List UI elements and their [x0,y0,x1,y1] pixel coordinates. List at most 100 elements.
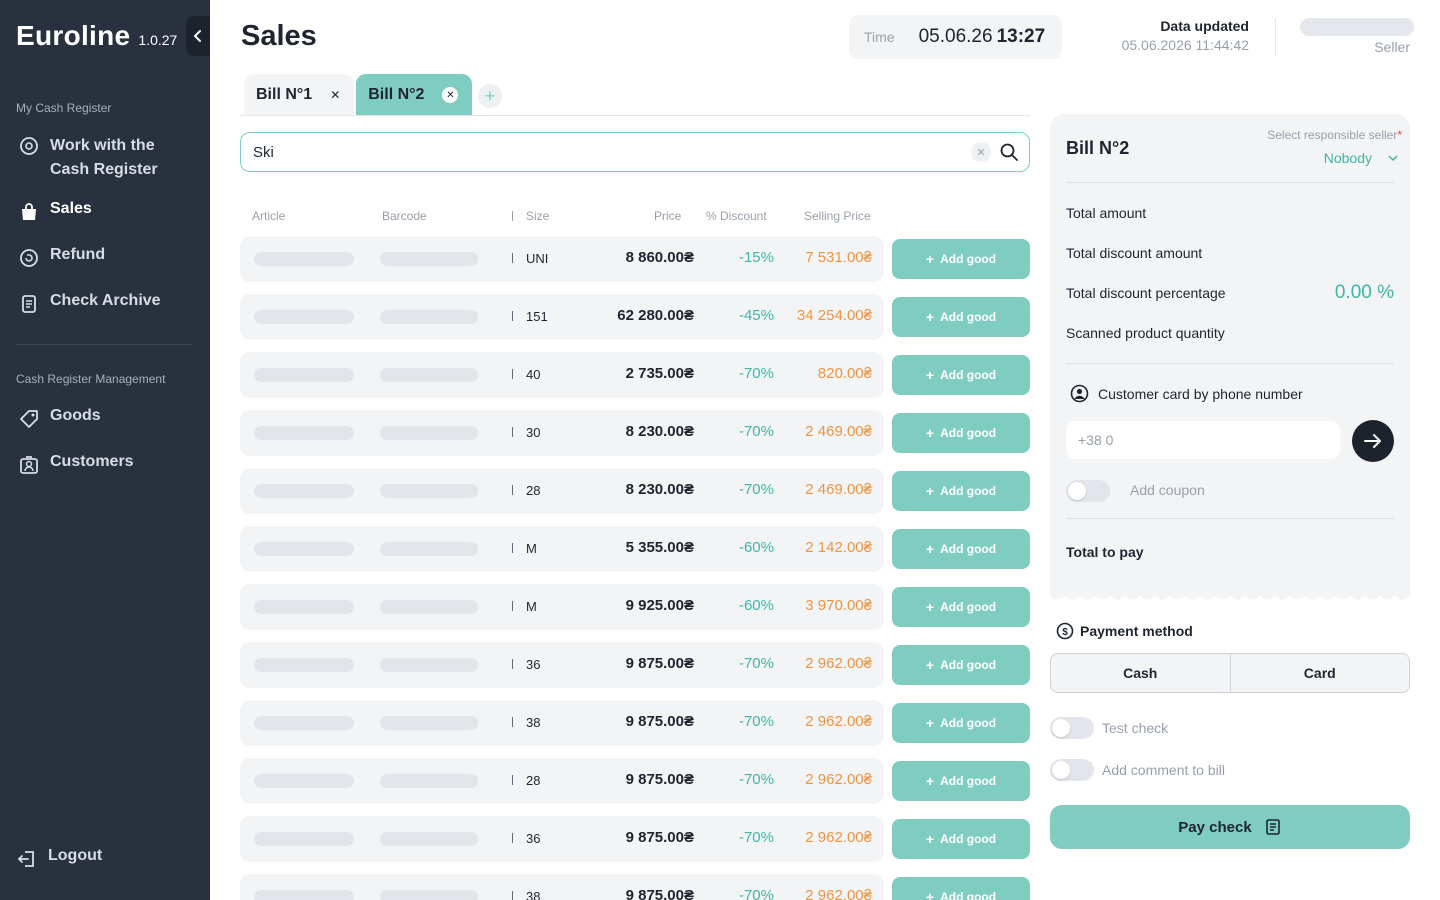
add-good-button[interactable]: + Add good [892,877,1030,900]
add-good-button[interactable]: + Add good [892,413,1030,453]
time-display: Time 05.06.26 13:27 [849,15,1062,59]
sidebar-item-sales[interactable]: Sales [18,200,92,223]
panel-divider [1066,518,1394,519]
price-cell: 8 860.00₴ [625,249,694,266]
add-tab-button[interactable]: + [478,84,502,108]
add-good-button[interactable]: + Add good [892,239,1030,279]
column-header-discount: % Discount [706,209,767,223]
add-good-button[interactable]: + Add good [892,529,1030,569]
plus-icon: + [925,831,935,847]
add-good-button[interactable]: + Add good [892,355,1030,395]
plus-icon: + [484,85,496,106]
customers-icon [20,456,38,474]
selling-price-cell: 2 962.00₴ [805,655,872,672]
add-good-button[interactable]: + Add good [892,645,1030,685]
sidebar-item-label: Customers [50,453,134,470]
add-good-button[interactable]: + Add good [892,587,1030,627]
column-separator [512,775,513,785]
plus-icon: + [925,599,935,615]
selling-price-cell: 2 962.00₴ [805,829,872,846]
close-icon: ✕ [976,146,986,159]
clear-search-button[interactable]: ✕ [971,142,991,162]
article-redacted [254,890,354,900]
price-cell: 9 875.00₴ [625,771,694,788]
add-good-label: Add good [940,774,997,788]
user-circle-icon [1070,384,1089,403]
discount-cell: -70% [738,771,774,788]
size-cell: 151 [526,309,548,324]
barcode-redacted [380,484,478,498]
add-good-label: Add good [940,310,997,324]
total-discount-percentage-label: Total discount percentage [1066,285,1226,301]
search-input[interactable] [253,143,953,161]
time-label: Time [864,29,895,45]
table-row: UNI 8 860.00₴ -15% 7 531.00₴ [240,236,884,282]
selling-price-cell: 2 469.00₴ [805,481,872,498]
selling-price-cell: 3 970.00₴ [805,597,872,614]
column-separator [512,253,513,263]
column-header-article: Article [252,209,286,223]
column-separator [512,717,513,727]
add-comment-toggle[interactable] [1050,759,1094,781]
phone-input[interactable] [1078,432,1328,448]
total-discount-percentage-value: 0.00 % [1334,282,1394,303]
article-redacted [254,716,354,730]
submit-phone-button[interactable] [1352,420,1394,462]
payment-card-button[interactable]: Card [1229,654,1410,692]
tab-bill-2[interactable]: Bill N°2 ✕ [356,74,473,116]
customer-card-label: Customer card by phone number [1098,385,1303,402]
add-coupon-toggle[interactable] [1066,480,1110,502]
add-good-button[interactable]: + Add good [892,471,1030,511]
column-separator [512,427,513,437]
add-good-button[interactable]: + Add good [892,819,1030,859]
refund-icon [20,249,38,267]
collapse-sidebar-button[interactable] [186,16,210,56]
total-discount-amount-label: Total discount amount [1066,245,1203,261]
close-icon[interactable]: ✕ [330,88,341,102]
test-check-toggle[interactable] [1050,717,1094,739]
shopping-bag-icon [22,203,36,220]
selling-price-cell: 34 254.00₴ [796,307,872,324]
price-cell: 8 230.00₴ [625,423,694,440]
pay-check-button[interactable]: Pay check [1050,805,1410,849]
logout-button[interactable]: Logout [16,847,102,870]
discount-cell: -45% [738,307,774,324]
bill-title: Bill N°2 [1066,138,1130,158]
sidebar-item-refund[interactable]: Refund [18,246,105,269]
size-cell: M [526,599,537,614]
barcode-redacted [380,774,478,788]
add-good-label: Add good [940,252,997,266]
sidebar-item-check-archive[interactable]: Check Archive [18,292,161,315]
table-row: 40 2 735.00₴ -70% 820.00₴ [240,352,884,398]
column-separator [512,543,513,553]
add-good-button[interactable]: + Add good [892,761,1030,801]
size-cell: 38 [526,715,541,730]
table-row: 38 9 875.00₴ -70% 2 962.00₴ [240,700,884,746]
size-cell: 28 [526,773,541,788]
add-good-label: Add good [940,890,997,900]
article-redacted [254,310,354,324]
sidebar-item-customers[interactable]: Customers [18,453,134,476]
table-row: 28 8 230.00₴ -70% 2 469.00₴ [240,468,884,514]
barcode-redacted [380,252,478,266]
sidebar: Euroline 1.0.27 My Cash Register Work wi… [0,0,210,900]
logout-icon [17,851,34,867]
price-cell: 9 875.00₴ [625,829,694,846]
barcode-redacted [380,542,478,556]
barcode-redacted [380,716,478,730]
time-date: 05.06.26 [918,26,993,47]
sidebar-item-cash-register[interactable]: Work with the Cash Register [18,134,158,182]
payment-cash-button[interactable]: Cash [1123,665,1158,681]
tab-bill-1[interactable]: Bill N°1 ✕ [244,74,355,116]
sidebar-item-goods[interactable]: Goods [18,407,101,430]
close-icon[interactable]: ✕ [442,87,459,103]
add-good-button[interactable]: + Add good [892,703,1030,743]
price-cell: 9 875.00₴ [625,887,694,900]
size-cell: 28 [526,483,541,498]
add-good-button[interactable]: + Add good [892,297,1030,337]
discount-cell: -60% [738,597,774,614]
search-icon[interactable] [999,142,1019,162]
price-cell: 62 280.00₴ [617,307,694,324]
seller-select[interactable]: Nobody [1324,150,1398,166]
tab-label: Bill N°1 [256,86,313,103]
